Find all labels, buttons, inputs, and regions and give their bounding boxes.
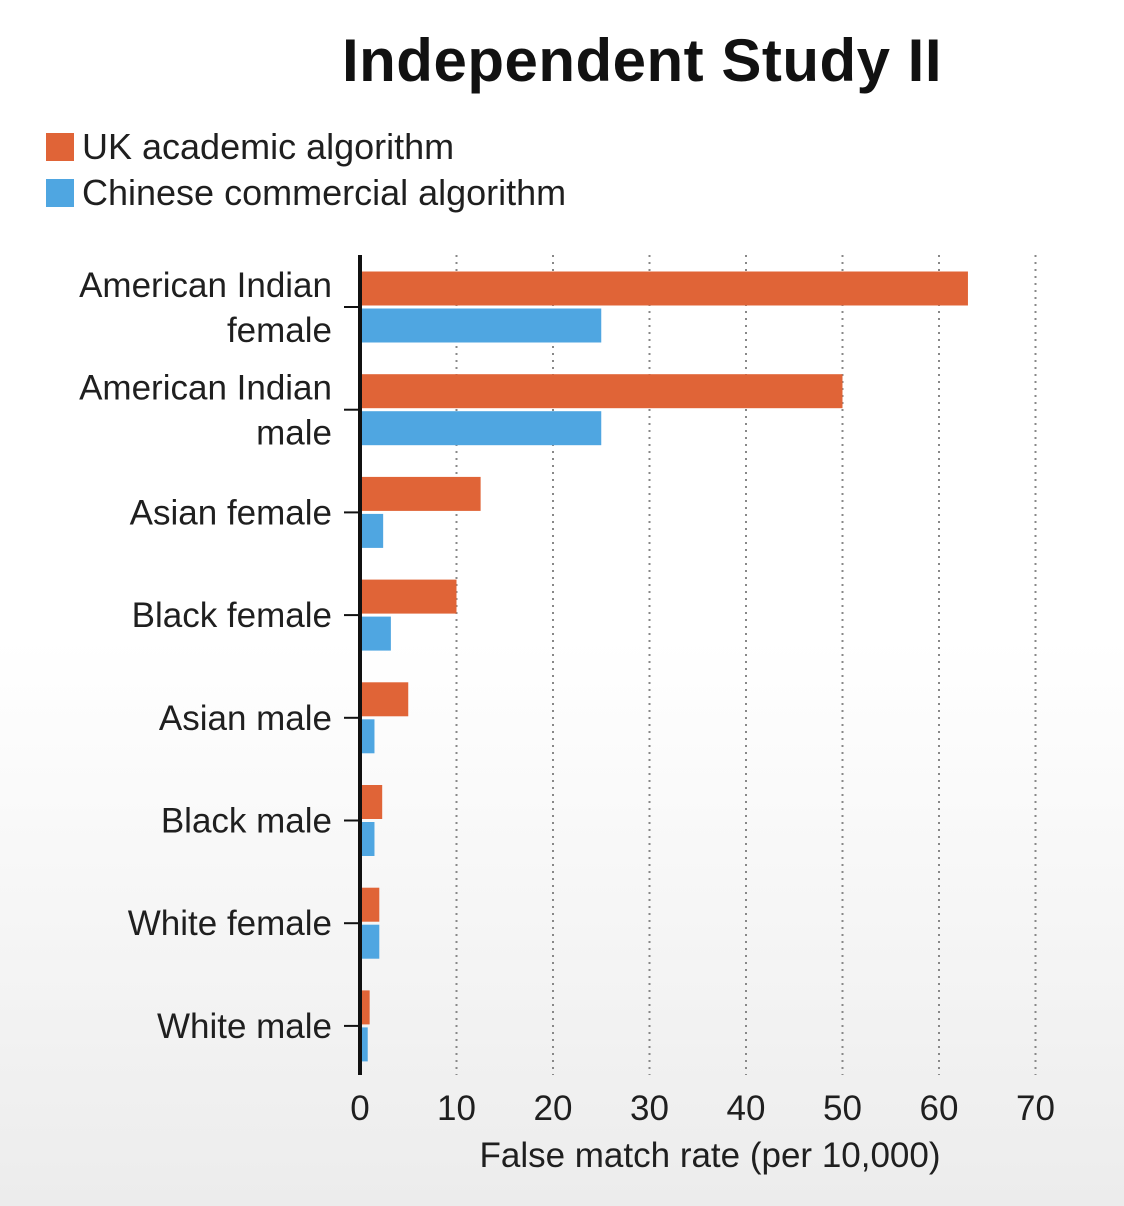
legend: UK academic algorithm Chinese commercial… — [46, 124, 566, 216]
legend-item-chinese: Chinese commercial algorithm — [46, 170, 566, 216]
bar-uk-0 — [360, 271, 968, 306]
bar-chinese-1 — [360, 411, 602, 446]
category-label-6: White female — [128, 904, 332, 943]
category-label-4: Asian male — [159, 699, 332, 738]
category-label-5: Black male — [161, 802, 332, 841]
bar-chinese-3 — [360, 616, 391, 651]
bar-uk-3 — [360, 579, 457, 614]
bar-uk-7 — [360, 990, 370, 1025]
x-tick-label-10: 10 — [437, 1089, 476, 1128]
legend-label-uk: UK academic algorithm — [82, 126, 455, 167]
category-label-0: American Indian female — [79, 266, 332, 350]
bar-chinese-7 — [360, 1027, 368, 1062]
bar-uk-4 — [360, 682, 409, 717]
bar-uk-2 — [360, 476, 481, 511]
category-label-2: Asian female — [130, 493, 332, 532]
x-tick-label-50: 50 — [823, 1089, 862, 1128]
x-tick-label-20: 20 — [534, 1089, 573, 1128]
x-tick-label-30: 30 — [630, 1089, 669, 1128]
bar-uk-6 — [360, 887, 380, 922]
bar-uk-1 — [360, 374, 843, 409]
legend-item-uk: UK academic algorithm — [46, 124, 566, 170]
x-tick-label-40: 40 — [727, 1089, 766, 1128]
bar-chinese-2 — [360, 513, 384, 548]
category-label-1: American Indian male — [79, 369, 332, 453]
x-tick-label-60: 60 — [920, 1089, 959, 1128]
bar-chinese-4 — [360, 719, 375, 754]
chart-title: Independent Study II — [341, 27, 942, 94]
legend-swatch-chinese — [46, 179, 74, 207]
category-label-3: Black female — [132, 596, 332, 635]
bar-chinese-6 — [360, 924, 380, 959]
x-axis-title: False match rate (per 10,000) — [479, 1136, 940, 1175]
bar-uk-5 — [360, 785, 383, 819]
x-tick-label-70: 70 — [1016, 1089, 1055, 1128]
legend-label-chinese: Chinese commercial algorithm — [82, 172, 567, 213]
bar-chinese-5 — [360, 822, 375, 856]
legend-swatch-uk — [46, 133, 74, 161]
x-tick-label-0: 0 — [350, 1089, 369, 1128]
category-label-7: White male — [157, 1007, 332, 1046]
bar-chinese-0 — [360, 308, 602, 343]
